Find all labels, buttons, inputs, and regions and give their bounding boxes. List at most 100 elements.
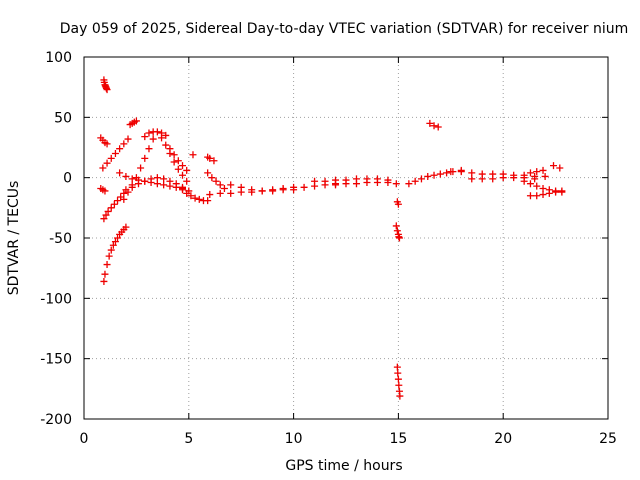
data-point	[145, 129, 153, 137]
data-point	[510, 174, 518, 182]
data-point	[533, 168, 541, 176]
data-point	[436, 170, 444, 178]
data-point	[520, 177, 528, 185]
data-point	[114, 197, 122, 205]
data-point	[499, 174, 507, 182]
data-point	[204, 197, 212, 205]
data-point	[99, 164, 107, 172]
series-baseline-b	[227, 180, 340, 195]
data-point	[204, 169, 212, 177]
data-point	[120, 189, 128, 197]
series-baseline-c	[311, 175, 392, 185]
data-point	[321, 177, 329, 185]
data-point	[311, 177, 319, 185]
data-point	[187, 192, 195, 200]
data-point	[111, 238, 119, 246]
series-left-short	[97, 185, 109, 195]
series-right-end-b	[526, 187, 566, 200]
data-point	[122, 172, 130, 180]
data-point	[114, 234, 122, 242]
data-point	[179, 171, 187, 179]
data-point	[396, 392, 404, 400]
data-point	[227, 181, 235, 189]
y-tick-label: -100	[40, 291, 72, 307]
data-point	[394, 375, 402, 383]
data-point	[153, 180, 161, 188]
data-point	[395, 234, 403, 242]
data-point	[434, 123, 442, 131]
data-point	[216, 181, 224, 189]
data-point	[290, 183, 298, 191]
data-point	[447, 168, 455, 176]
series-baseline-d	[332, 178, 400, 189]
series-rising-late	[405, 166, 465, 188]
data-point	[166, 177, 174, 185]
data-point	[550, 162, 558, 170]
data-point	[206, 191, 214, 199]
data-point	[394, 369, 402, 377]
series-arch-down	[158, 134, 191, 185]
data-point	[104, 207, 112, 215]
data-point	[179, 162, 187, 170]
data-point	[109, 241, 117, 249]
data-point	[392, 180, 400, 188]
data-point	[105, 252, 113, 260]
data-point	[120, 140, 128, 148]
data-point	[107, 154, 115, 162]
data-point	[533, 192, 541, 200]
x-tick-label: 5	[184, 431, 193, 447]
data-point	[468, 175, 476, 183]
data-point	[134, 180, 142, 188]
data-point	[541, 172, 549, 180]
data-point	[384, 178, 392, 186]
data-point	[102, 211, 110, 219]
data-point	[100, 277, 108, 285]
grid	[84, 57, 608, 419]
data-point	[269, 186, 277, 194]
data-point	[558, 187, 566, 195]
data-point	[468, 169, 476, 177]
data-point	[208, 174, 216, 182]
data-point	[392, 222, 400, 230]
data-point	[100, 215, 108, 223]
data-point	[160, 181, 168, 189]
data-point	[430, 122, 438, 130]
data-point	[101, 187, 109, 195]
data-point	[107, 204, 115, 212]
data-point	[141, 177, 149, 185]
data-point	[531, 175, 539, 183]
data-point	[279, 185, 287, 193]
data-point	[103, 261, 111, 269]
data-point	[424, 172, 432, 180]
data-point	[405, 180, 413, 188]
data-point	[116, 169, 124, 177]
y-tick-label: -200	[40, 412, 72, 428]
data-point	[162, 141, 170, 149]
data-point	[145, 145, 153, 153]
data-point	[128, 175, 136, 183]
series-mid-upper	[166, 145, 191, 174]
data-point	[116, 145, 124, 153]
data-point	[189, 151, 197, 159]
data-point	[363, 178, 371, 186]
data-point	[172, 180, 180, 188]
data-point	[195, 195, 203, 203]
data-point	[457, 168, 465, 176]
data-point	[373, 178, 381, 186]
data-point	[300, 183, 308, 191]
data-point	[216, 189, 224, 197]
data-point	[160, 175, 168, 183]
data-point	[103, 140, 111, 148]
data-point	[443, 169, 451, 177]
data-point	[545, 189, 553, 197]
y-tick-label: 0	[63, 171, 72, 187]
data-point	[122, 186, 130, 194]
data-point	[153, 174, 161, 182]
data-point	[417, 175, 425, 183]
data-point	[137, 164, 145, 172]
plot-frame	[83, 56, 609, 420]
data-point	[158, 134, 166, 142]
data-point	[556, 164, 564, 172]
data-point	[248, 186, 256, 194]
series-descending-left	[100, 223, 130, 285]
